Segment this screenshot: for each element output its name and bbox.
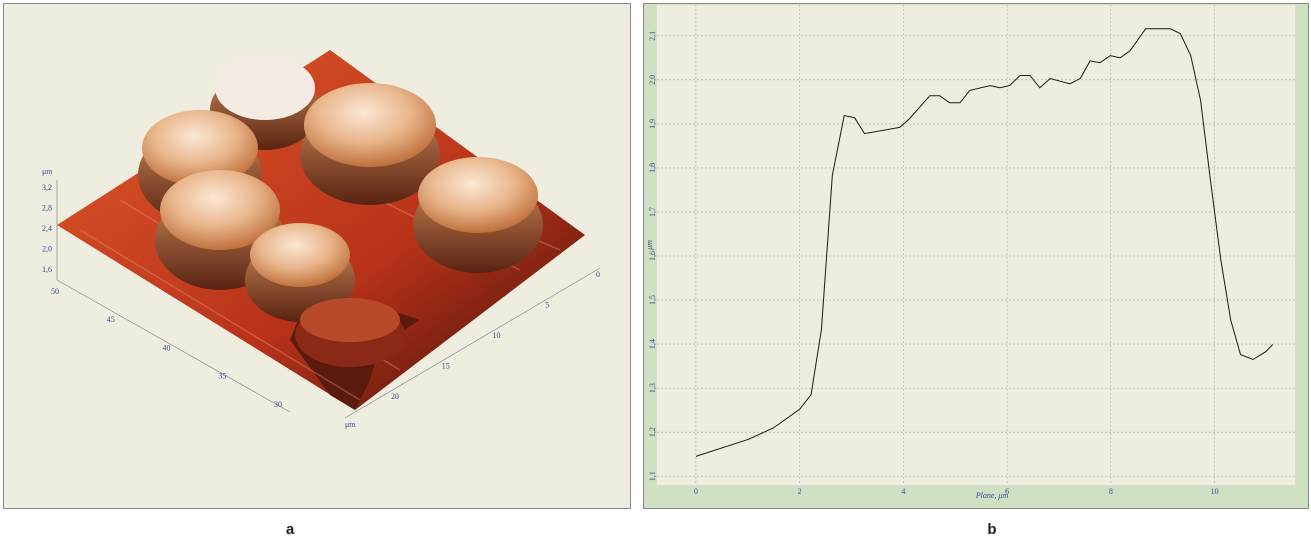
y-tick-label: 35 — [218, 372, 226, 381]
x-axis-title: Plane, μm — [975, 491, 1009, 500]
z-tick-label: 2,4 — [42, 224, 52, 233]
y-tick-label: 30 — [274, 400, 282, 409]
x-tick-label: 10 — [1211, 487, 1219, 496]
y-tick-label: 1,3 — [648, 383, 657, 393]
y-tick-label: 45 — [107, 315, 115, 324]
line-series — [695, 28, 1274, 457]
z-tick-label: 2,8 — [42, 203, 52, 212]
x-tick-label: 5 — [545, 300, 549, 309]
y-tick-label: 1,5 — [648, 295, 657, 305]
surface-image — [57, 50, 585, 410]
z-tick-label: 1,6 — [42, 265, 52, 274]
x-tick-label: 2 — [798, 487, 802, 496]
x-tick-label: 6 — [1005, 487, 1009, 496]
x-tick-label: 0 — [596, 270, 600, 279]
z-tick-label: 3,2 — [42, 183, 52, 192]
y-tick-label: 2,1 — [648, 31, 657, 41]
y-tick-label: 1,9 — [648, 119, 657, 129]
y-tick-label: 40 — [163, 343, 171, 352]
y-tick-label: 1,7 — [648, 207, 657, 217]
x-tick-label: 10 — [493, 331, 501, 340]
panel-label: b — [987, 521, 996, 538]
y-axis-title: μm — [645, 240, 654, 251]
panel-label: a — [286, 521, 295, 538]
y-tick-label: 1,6 — [648, 251, 657, 261]
axis-lines — [56, 180, 601, 419]
y-tick-label: 1,2 — [648, 427, 657, 437]
x-tick-label: 0 — [694, 487, 698, 496]
y-tick-label: 1,1 — [648, 471, 657, 481]
plot-area — [657, 5, 1295, 485]
z-tick-label: 2,0 — [42, 244, 52, 253]
y-tick-label: 1,8 — [648, 163, 657, 173]
y-tick-label: 2,0 — [648, 75, 657, 85]
x-tick-label: 20 — [391, 392, 399, 401]
x-tick-label: 8 — [1109, 487, 1113, 496]
y-tick-label: 50 — [51, 287, 59, 296]
x-tick-label: 4 — [901, 487, 905, 496]
x-tick-label: 15 — [442, 361, 450, 370]
x-axis-label: μm — [345, 420, 356, 429]
z-axis-label: μm — [42, 167, 53, 176]
y-tick-label: 1,4 — [648, 339, 657, 349]
